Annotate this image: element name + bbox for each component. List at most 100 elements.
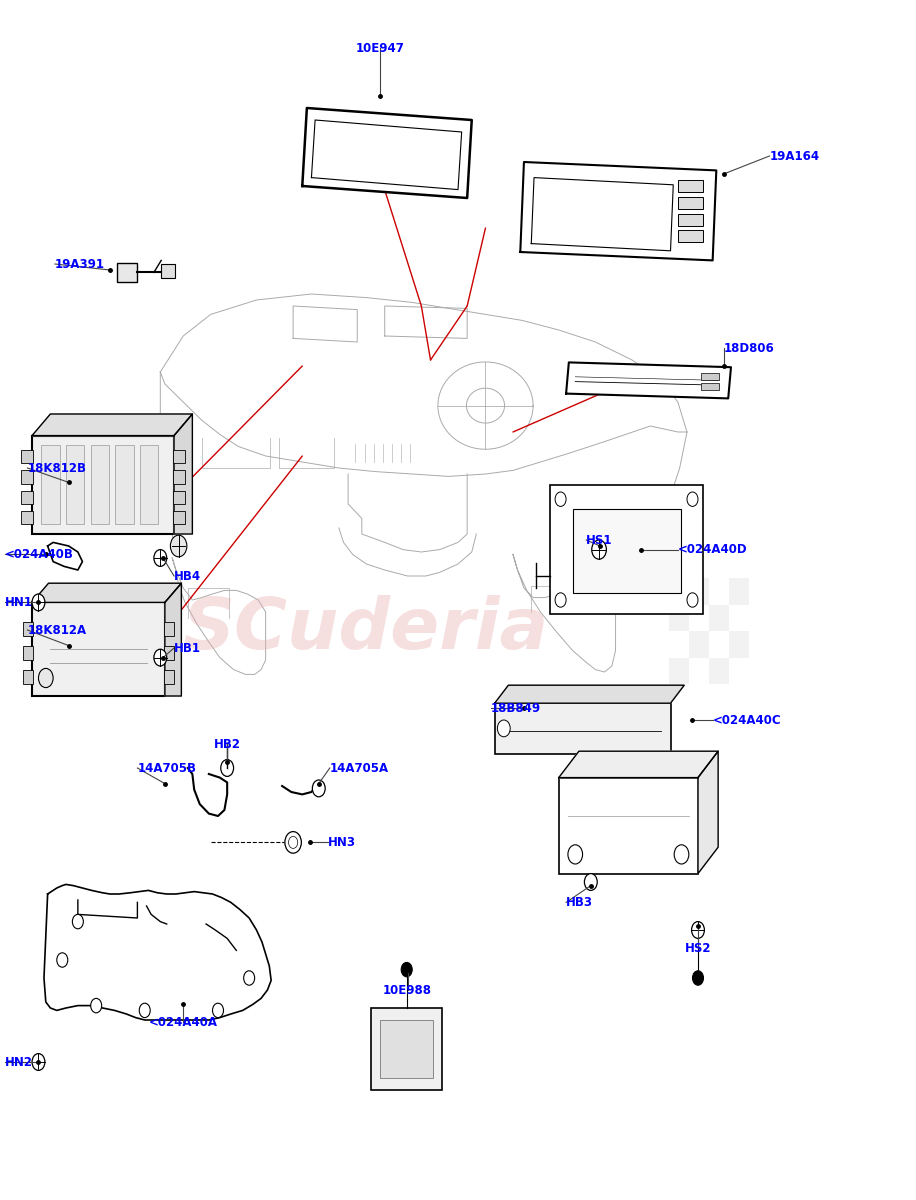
Bar bbox=[32, 436, 174, 534]
Text: <024A40A: <024A40A bbox=[148, 1016, 218, 1028]
Bar bbox=[41, 445, 60, 524]
Bar bbox=[21, 491, 33, 504]
Bar bbox=[559, 778, 698, 874]
Bar bbox=[550, 485, 703, 614]
Polygon shape bbox=[559, 751, 718, 778]
Bar bbox=[173, 491, 185, 504]
Text: HB2: HB2 bbox=[213, 738, 241, 750]
Text: 18K812A: 18K812A bbox=[27, 624, 87, 636]
Bar bbox=[729, 578, 749, 605]
Circle shape bbox=[154, 649, 167, 666]
Bar bbox=[678, 230, 703, 242]
Bar bbox=[669, 658, 689, 684]
Bar bbox=[729, 631, 749, 658]
Text: 18B849: 18B849 bbox=[491, 702, 541, 714]
Bar bbox=[23, 670, 33, 684]
Bar bbox=[371, 1008, 442, 1090]
Polygon shape bbox=[520, 162, 716, 260]
Bar bbox=[32, 602, 165, 696]
Circle shape bbox=[170, 535, 187, 557]
Text: 10E988: 10E988 bbox=[383, 984, 432, 996]
Text: <024A40D: <024A40D bbox=[678, 544, 747, 556]
Circle shape bbox=[401, 962, 412, 977]
Circle shape bbox=[497, 720, 510, 737]
Bar bbox=[161, 264, 175, 278]
Text: 19A164: 19A164 bbox=[769, 150, 820, 162]
Text: 19A391: 19A391 bbox=[55, 258, 105, 270]
Bar bbox=[23, 622, 33, 636]
Circle shape bbox=[592, 540, 606, 559]
Circle shape bbox=[72, 914, 83, 929]
Polygon shape bbox=[32, 414, 192, 436]
Circle shape bbox=[139, 1003, 150, 1018]
Bar bbox=[21, 470, 33, 484]
Bar bbox=[115, 445, 134, 524]
Text: HS2: HS2 bbox=[685, 942, 711, 954]
Text: HN2: HN2 bbox=[5, 1056, 33, 1068]
Bar bbox=[173, 511, 185, 524]
Circle shape bbox=[38, 668, 53, 688]
Circle shape bbox=[692, 971, 703, 985]
Text: HN3: HN3 bbox=[328, 836, 356, 848]
Bar bbox=[91, 445, 109, 524]
Text: 14A705A: 14A705A bbox=[330, 762, 389, 774]
Polygon shape bbox=[495, 685, 684, 703]
Bar bbox=[678, 197, 703, 209]
Bar bbox=[23, 646, 33, 660]
Bar bbox=[164, 622, 174, 636]
Bar bbox=[173, 470, 185, 484]
Circle shape bbox=[57, 953, 68, 967]
Circle shape bbox=[154, 550, 167, 566]
Bar bbox=[66, 445, 84, 524]
Circle shape bbox=[91, 998, 102, 1013]
Circle shape bbox=[244, 971, 255, 985]
Text: 10E947: 10E947 bbox=[355, 42, 405, 54]
Circle shape bbox=[687, 492, 698, 506]
Polygon shape bbox=[165, 583, 181, 696]
Circle shape bbox=[555, 593, 566, 607]
Bar bbox=[21, 511, 33, 524]
Bar bbox=[495, 703, 671, 754]
Bar bbox=[709, 605, 729, 631]
Circle shape bbox=[687, 593, 698, 607]
Polygon shape bbox=[698, 751, 718, 874]
Bar bbox=[380, 1020, 433, 1078]
Bar bbox=[140, 445, 158, 524]
Text: SCuderia: SCuderia bbox=[183, 595, 550, 665]
Circle shape bbox=[555, 492, 566, 506]
Circle shape bbox=[568, 845, 583, 864]
Circle shape bbox=[213, 1003, 224, 1018]
Text: 14A705B: 14A705B bbox=[137, 762, 196, 774]
Circle shape bbox=[674, 845, 689, 864]
Bar bbox=[678, 180, 703, 192]
Polygon shape bbox=[32, 583, 181, 602]
Circle shape bbox=[221, 760, 234, 776]
Bar bbox=[117, 263, 137, 282]
Bar bbox=[709, 658, 729, 684]
Circle shape bbox=[285, 832, 301, 853]
Text: <024A40C: <024A40C bbox=[713, 714, 781, 726]
Bar bbox=[689, 631, 709, 658]
Bar bbox=[678, 214, 703, 226]
Bar bbox=[173, 450, 185, 463]
Bar bbox=[701, 373, 719, 380]
Circle shape bbox=[584, 874, 597, 890]
Circle shape bbox=[692, 922, 704, 938]
Bar bbox=[701, 383, 719, 390]
Circle shape bbox=[289, 836, 298, 848]
Text: HB1: HB1 bbox=[174, 642, 201, 654]
Bar bbox=[164, 646, 174, 660]
Text: HS1: HS1 bbox=[586, 534, 613, 546]
Bar bbox=[669, 605, 689, 631]
Polygon shape bbox=[566, 362, 731, 398]
Text: HB4: HB4 bbox=[174, 570, 202, 582]
Bar bbox=[21, 450, 33, 463]
Text: HB3: HB3 bbox=[566, 896, 593, 908]
Text: <024A40B: <024A40B bbox=[5, 548, 73, 560]
Text: 18K812B: 18K812B bbox=[27, 462, 86, 474]
Bar bbox=[572, 509, 681, 593]
Circle shape bbox=[312, 780, 325, 797]
Bar bbox=[164, 670, 174, 684]
Text: HN1: HN1 bbox=[5, 596, 33, 608]
Bar bbox=[689, 578, 709, 605]
